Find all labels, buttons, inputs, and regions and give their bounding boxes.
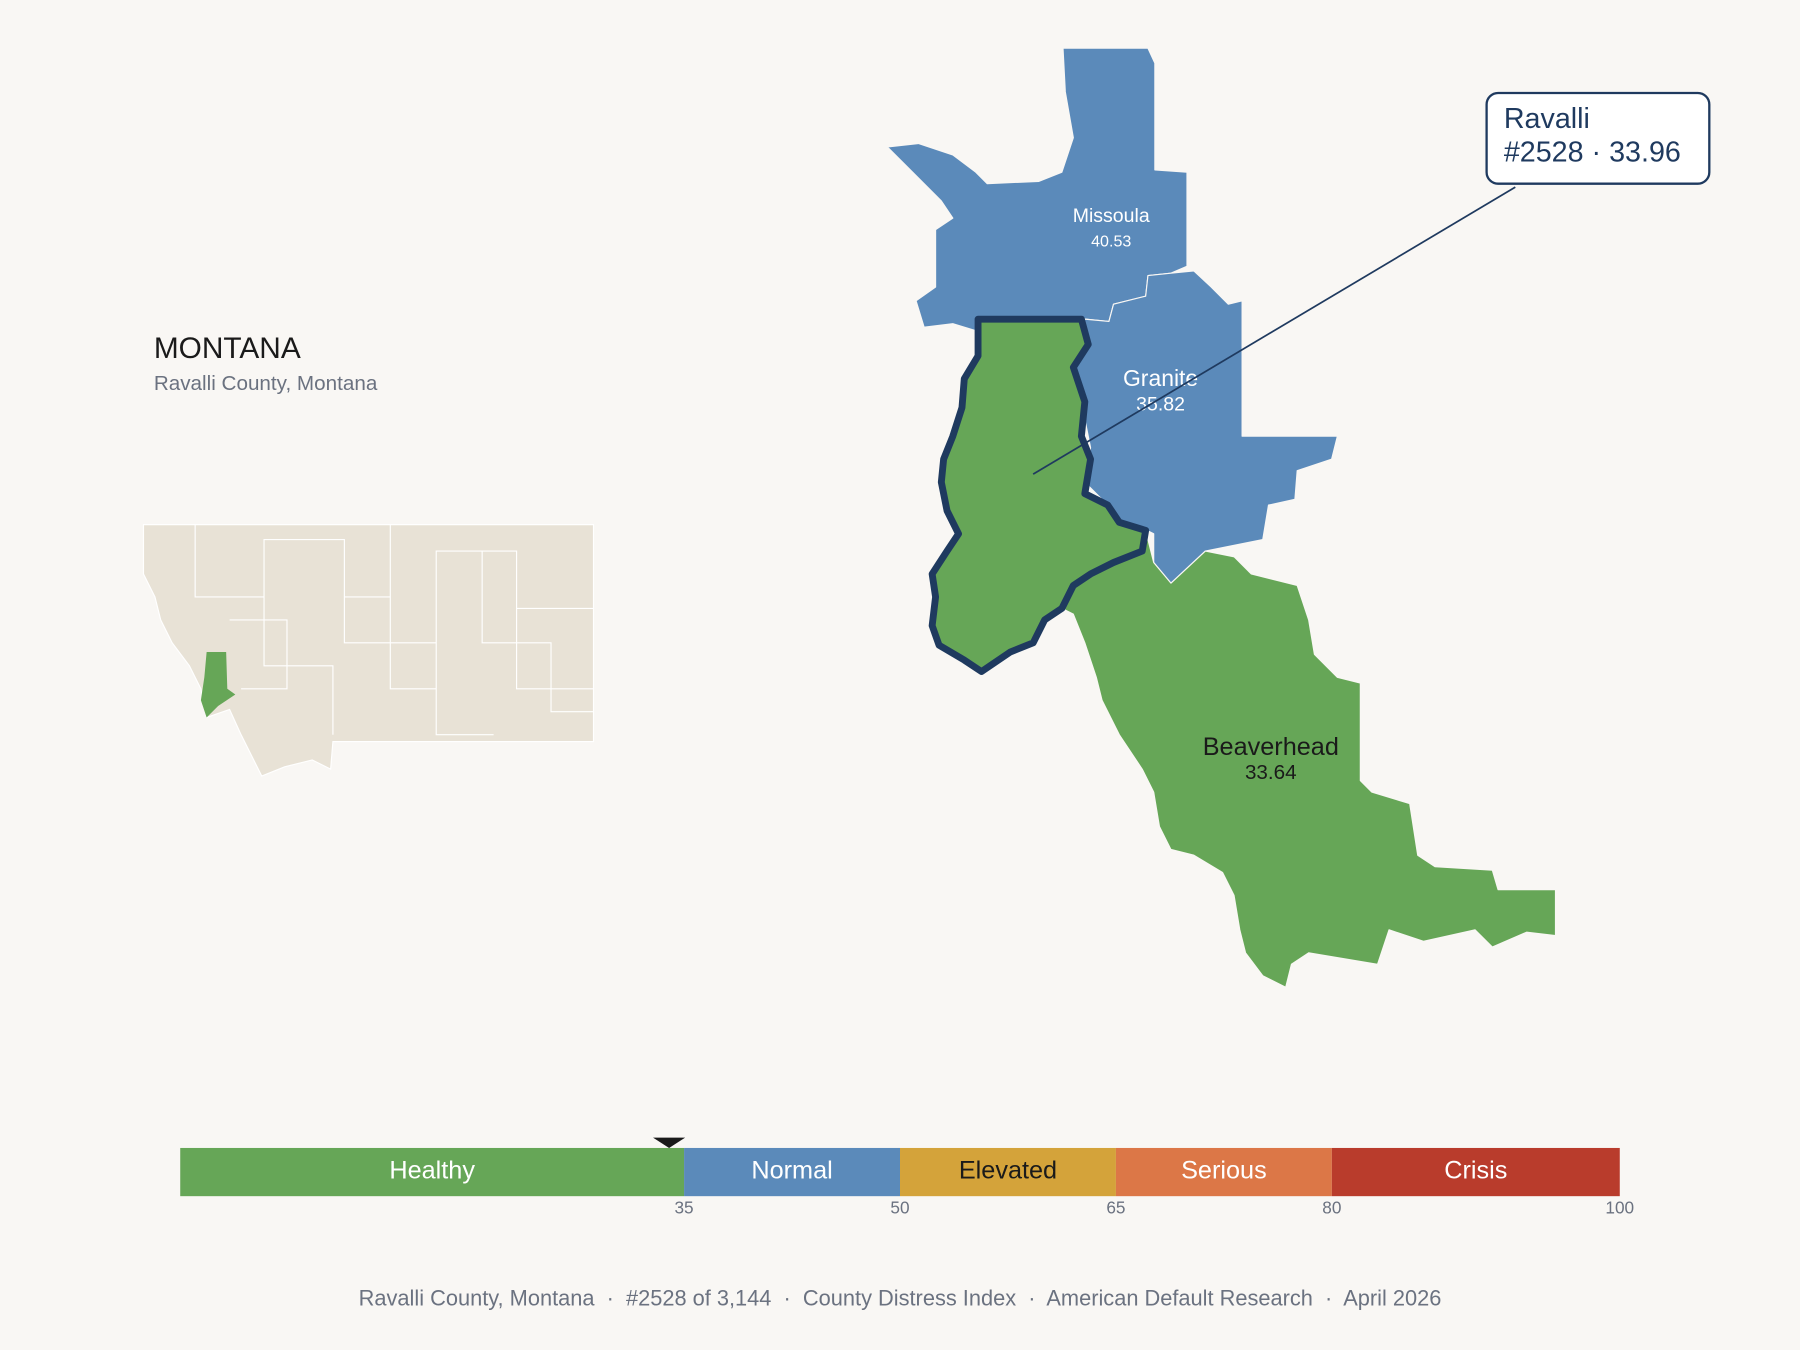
scale-band <box>180 1147 685 1197</box>
county-name: Granite <box>1123 365 1198 391</box>
county-shape <box>886 47 1188 332</box>
state-outline <box>142 524 595 777</box>
county-value: 40.53 <box>1091 232 1131 250</box>
scale-marker <box>653 1137 686 1148</box>
scale-band <box>1115 1147 1332 1197</box>
subtitle: Ravalli County, Montana <box>154 372 378 395</box>
callout-name: Ravalli <box>1504 103 1590 135</box>
inset-highlight <box>200 652 236 718</box>
callout-detail: #2528 · 33.96 <box>1504 136 1681 168</box>
band-label: Elevated <box>959 1157 1057 1185</box>
county-name: Beaverhead <box>1203 733 1339 761</box>
tick-label: 65 <box>1106 1197 1125 1217</box>
tick-label: 50 <box>890 1197 909 1217</box>
callout: Ravalli #2528 · 33.96 <box>1032 91 1711 475</box>
tick-label: 80 <box>1322 1197 1341 1217</box>
county-shape <box>1072 270 1338 584</box>
county-name: Missoula <box>1073 205 1150 227</box>
county-value: 33.64 <box>1245 761 1297 784</box>
tick-label: 35 <box>674 1197 693 1217</box>
state-title: MONTANA <box>154 332 301 365</box>
county-value: 35.82 <box>1136 393 1185 415</box>
callout-box <box>1485 91 1711 185</box>
county-lines <box>194 524 594 736</box>
band-label: Healthy <box>389 1157 475 1185</box>
callout-leader <box>1032 186 1516 475</box>
inset-map <box>142 524 595 777</box>
county-shape <box>928 315 1150 675</box>
band-label: Crisis <box>1444 1157 1507 1185</box>
scale-band <box>1331 1147 1620 1197</box>
scale-band <box>900 1147 1116 1197</box>
distress-scale: Healthy 35 Normal 50 Elevated 65 Serious 80 Cris… <box>180 1137 1634 1217</box>
band-label: Normal <box>751 1157 832 1185</box>
tick-label: 100 <box>1605 1197 1634 1217</box>
footer: Ravalli County, Montana · #2528 of 3,144… <box>359 1285 1442 1310</box>
county-shape <box>1061 529 1557 988</box>
scale-band <box>684 1147 900 1197</box>
band-label: Serious <box>1181 1157 1267 1185</box>
